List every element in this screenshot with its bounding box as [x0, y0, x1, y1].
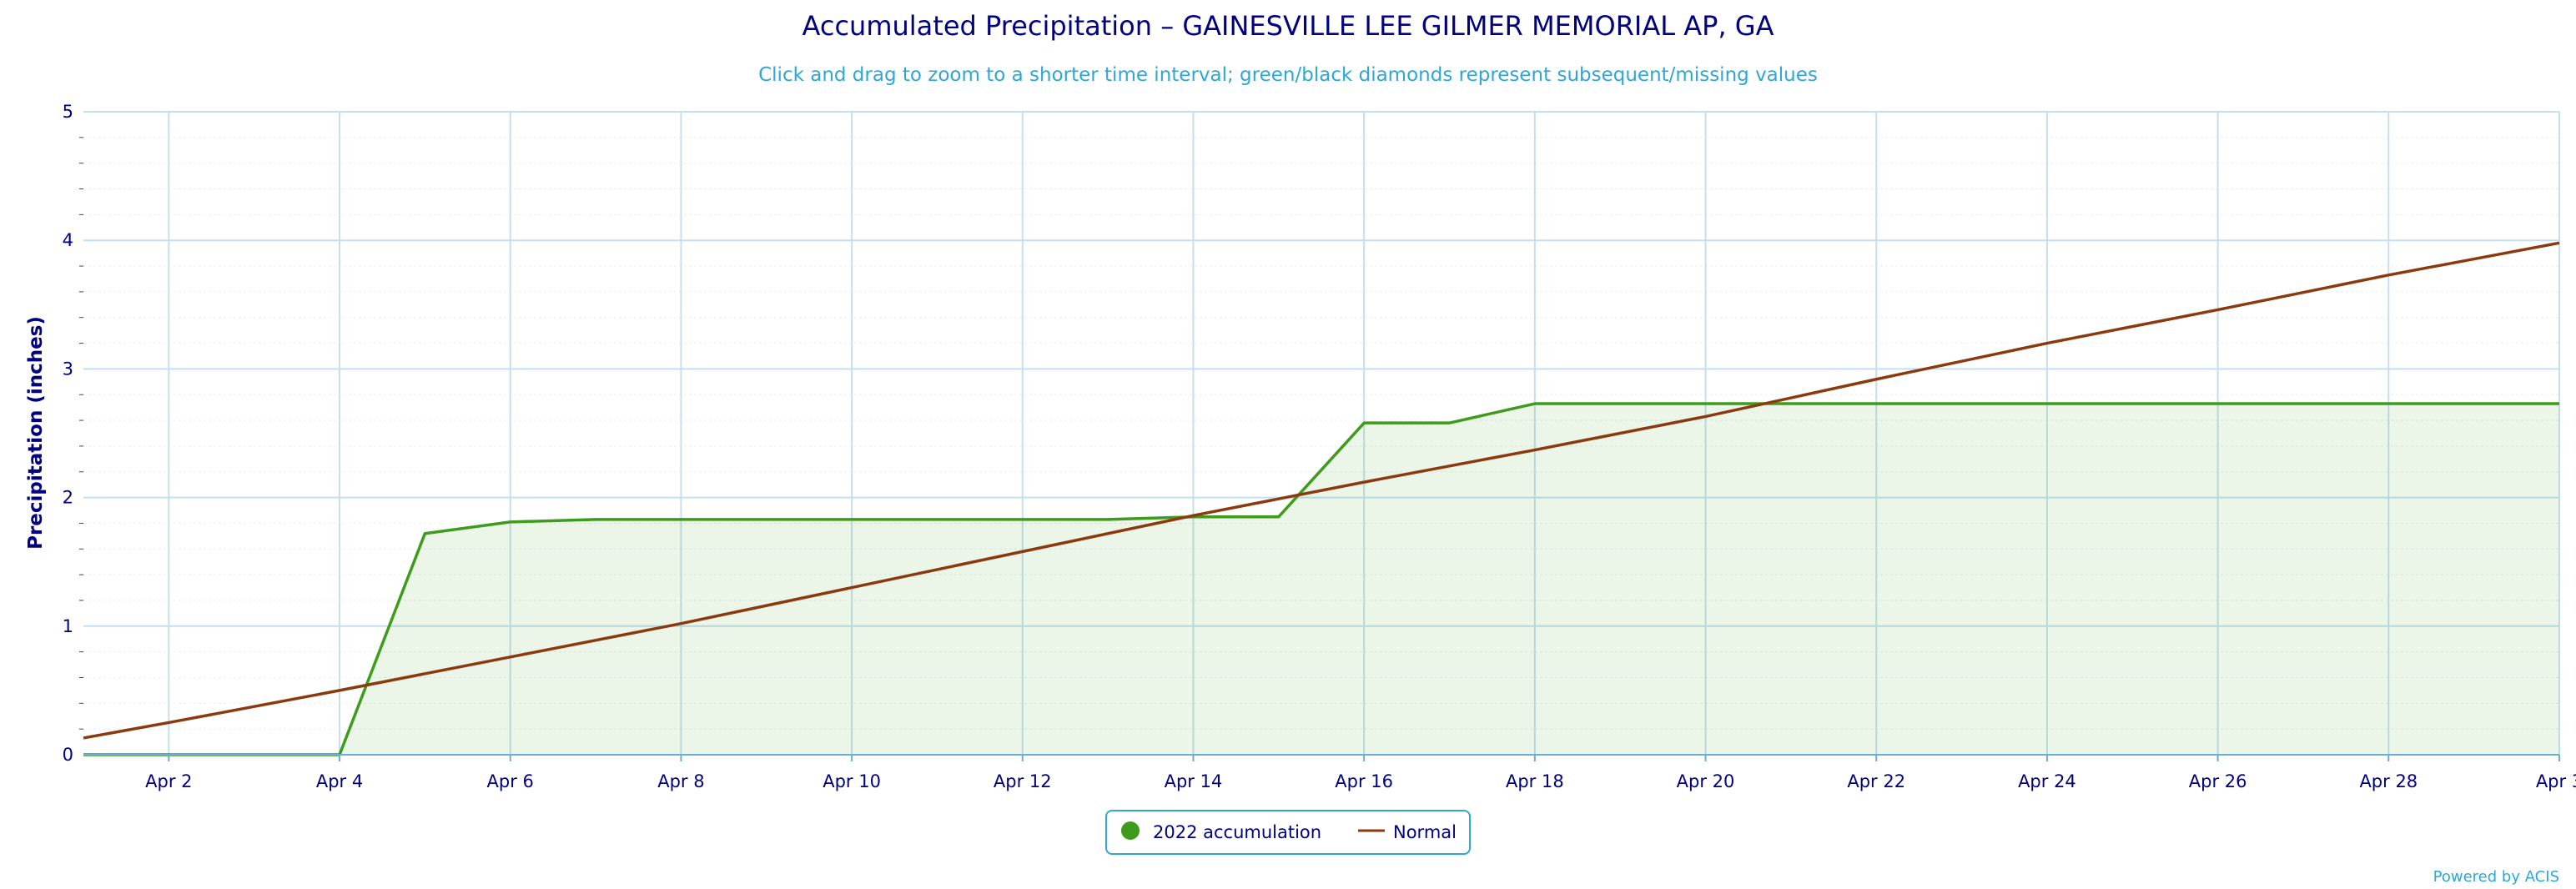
x-tick-label: Apr 2: [145, 771, 192, 791]
y-tick-label: 5: [63, 102, 73, 122]
legend-box: [1105, 810, 1471, 855]
data-point-2022-accumulation[interactable]: [1871, 399, 1881, 409]
data-point-2022-accumulation[interactable]: [591, 515, 601, 525]
minor-gridlines: [79, 137, 2559, 730]
data-point-2022-accumulation[interactable]: [2554, 399, 2564, 409]
legend-item-normal[interactable]: Normal: [1358, 822, 1457, 842]
legend-label-normal: Normal: [1393, 822, 1457, 842]
series-layer[interactable]: [78, 238, 2564, 760]
x-tick-label: Apr 8: [657, 771, 704, 791]
legend-marker-2022-accumulation: [1121, 821, 1140, 840]
data-point-normal[interactable]: [1359, 477, 1369, 487]
series-line-normal[interactable]: [83, 241, 2560, 740]
x-tick-label: Apr 4: [316, 771, 363, 791]
data-point-2022-accumulation[interactable]: [1359, 418, 1369, 428]
data-point-2022-accumulation[interactable]: [1274, 512, 1284, 522]
data-point-normal[interactable]: [2554, 238, 2564, 248]
x-tick-label: Apr 28: [2359, 771, 2418, 791]
data-point-normal[interactable]: [676, 619, 686, 629]
series-area-2022-accumulation: [83, 404, 2559, 755]
x-tick-label: Apr 20: [1677, 771, 1735, 791]
data-point-normal[interactable]: [1871, 374, 1881, 384]
y-tick-label: 4: [63, 230, 73, 250]
data-point-2022-accumulation[interactable]: [2469, 399, 2479, 409]
legend-label-2022-accumulation: 2022 accumulation: [1153, 822, 1321, 842]
x-tick-label: Apr 6: [487, 771, 534, 791]
data-point-normal[interactable]: [164, 717, 174, 727]
data-point-2022-accumulation[interactable]: [1530, 399, 1540, 409]
data-point-normal[interactable]: [847, 583, 857, 593]
x-tick-label: Apr 12: [994, 771, 1052, 791]
data-point-normal[interactable]: [1188, 510, 1198, 520]
data-point-2022-accumulation[interactable]: [2298, 399, 2308, 409]
data-point-normal[interactable]: [2213, 304, 2223, 314]
y-tick-label: 1: [63, 616, 73, 636]
data-point-2022-accumulation[interactable]: [1615, 399, 1625, 409]
data-point-normal[interactable]: [1530, 445, 1540, 455]
data-point-2022-accumulation[interactable]: [1018, 515, 1028, 525]
x-tick-label: Apr 3: [2536, 771, 2576, 791]
data-point-2022-accumulation[interactable]: [2042, 399, 2052, 409]
data-point-2022-accumulation[interactable]: [506, 517, 516, 527]
legend-item-2022-accumulation[interactable]: 2022 accumulation: [1121, 821, 1321, 842]
chart-title: Accumulated Precipitation – GAINESVILLE …: [802, 10, 1774, 42]
data-point-2022-accumulation[interactable]: [676, 515, 686, 525]
data-point-2022-accumulation[interactable]: [1701, 399, 1711, 409]
axes: [83, 754, 2560, 761]
data-point-2022-accumulation[interactable]: [2383, 399, 2393, 409]
y-axis-label: Precipitation (inches): [25, 316, 47, 550]
x-tick-label: Apr 16: [1335, 771, 1393, 791]
data-point-2022-accumulation[interactable]: [1445, 418, 1455, 428]
y-tick-label: 0: [63, 745, 73, 765]
x-tick-label: Apr 14: [1165, 771, 1223, 791]
x-tick-label: Apr 26: [2189, 771, 2247, 791]
legend[interactable]: 2022 accumulation Normal: [1105, 810, 1471, 855]
x-tick-labels: Apr 2 Apr 4 Apr 6 Apr 8 Apr 10 Apr 12 Apr 14 Ap…: [145, 771, 2576, 791]
powered-by-credit[interactable]: Powered by ACIS: [2433, 868, 2559, 886]
data-point-2022-accumulation[interactable]: [420, 529, 430, 539]
y-tick-label: 3: [63, 359, 73, 379]
chart-subtitle: Click and drag to zoom to a shorter time…: [758, 64, 1818, 86]
data-point-2022-accumulation[interactable]: [762, 515, 772, 525]
x-tick-label: Apr 22: [1847, 771, 1905, 791]
data-point-normal[interactable]: [1018, 546, 1028, 556]
x-tick-label: Apr 18: [1506, 771, 1564, 791]
x-tick-label: Apr 24: [2018, 771, 2076, 791]
y-tick-labels: 0 1 2 3 4 5: [63, 102, 73, 765]
y-tick-label: 2: [63, 488, 73, 508]
data-point-2022-accumulation[interactable]: [847, 515, 857, 525]
data-point-normal[interactable]: [1701, 411, 1711, 421]
data-point-2022-accumulation[interactable]: [932, 515, 942, 525]
data-point-normal[interactable]: [2383, 270, 2393, 280]
data-point-2022-accumulation[interactable]: [1957, 399, 1967, 409]
data-point-normal[interactable]: [506, 652, 516, 662]
data-point-normal[interactable]: [78, 733, 88, 743]
series-line-2022-accumulation[interactable]: [83, 402, 2559, 756]
data-point-normal[interactable]: [335, 686, 345, 696]
data-point-2022-accumulation[interactable]: [1786, 399, 1796, 409]
data-point-2022-accumulation[interactable]: [1103, 515, 1113, 525]
x-tick-label: Apr 10: [823, 771, 881, 791]
data-point-2022-accumulation[interactable]: [2213, 399, 2223, 409]
data-point-2022-accumulation[interactable]: [2127, 399, 2137, 409]
data-point-normal[interactable]: [2042, 339, 2052, 349]
